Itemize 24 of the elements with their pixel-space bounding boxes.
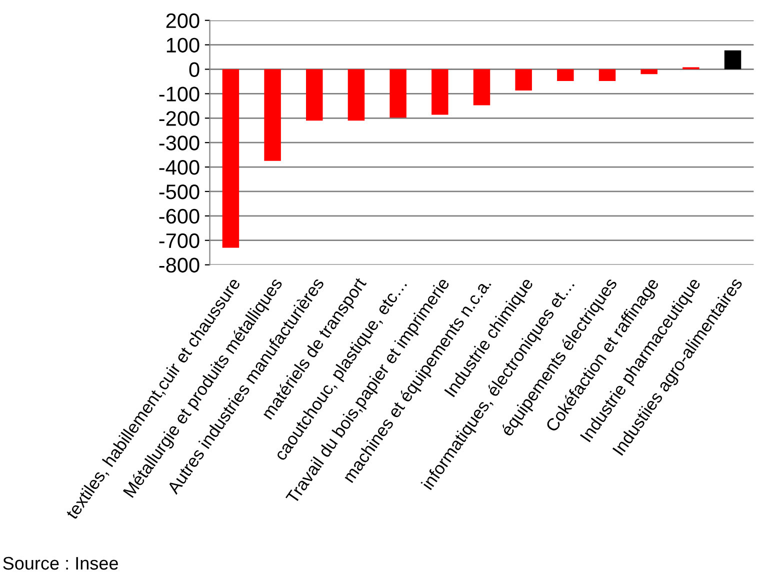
bar <box>473 69 490 106</box>
bar <box>390 69 406 118</box>
bar <box>306 69 323 121</box>
y-tick-label: -800 <box>159 258 200 273</box>
y-tick-label: 0 <box>189 62 200 78</box>
bar <box>724 50 742 70</box>
y-tick-label: -500 <box>159 184 200 200</box>
y-tick-label: 100 <box>166 38 200 53</box>
y-tick-label: 200 <box>166 13 200 28</box>
y-tick-label: -200 <box>159 111 200 126</box>
bar <box>348 69 365 121</box>
y-tick-label: -600 <box>159 208 200 224</box>
y-tick-label: -100 <box>159 86 200 102</box>
bar <box>222 69 240 248</box>
y-tick-label: -300 <box>159 136 200 150</box>
bar <box>515 69 532 91</box>
source-note: Source : Insee <box>3 556 118 570</box>
bar <box>598 69 616 81</box>
bar <box>640 69 658 74</box>
bar <box>432 69 448 115</box>
bar <box>264 69 281 161</box>
y-tick-label: -700 <box>159 233 200 248</box>
y-tick-label: -400 <box>159 160 200 175</box>
bar <box>557 69 574 81</box>
